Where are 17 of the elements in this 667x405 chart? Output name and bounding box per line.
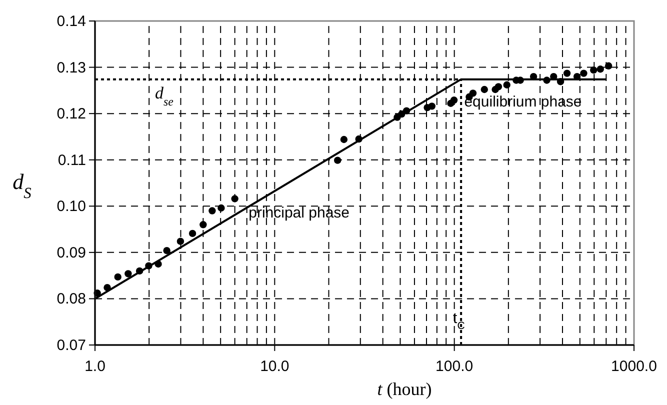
x-tick-label: 10.0 (260, 358, 290, 375)
y-axis-title: d$_{S}$ (12, 169, 32, 202)
x-tick-label: 1.0 (84, 358, 106, 375)
y-tick-label: 0.09 (56, 244, 86, 262)
ref-line-label: d$_{se}$ (155, 83, 174, 108)
x-tick-label: 1000.0 (611, 358, 657, 375)
annotation: equilibrium phase (464, 94, 582, 111)
y-tick-label: 0.07 (56, 337, 86, 354)
y-tick-label: 0.08 (56, 290, 86, 308)
y-tick-label: 0.14 (56, 13, 86, 30)
y-tick-label: 0.12 (56, 106, 86, 123)
x-tick-label: 100.0 (436, 358, 474, 375)
y-tick-label: 0.11 (58, 152, 86, 169)
annotation: principal phase (248, 204, 350, 222)
y-tick-label: 0.13 (56, 59, 86, 76)
y-tick-label: 0.10 (56, 198, 86, 216)
x-axis-title: t (hour) (377, 379, 432, 399)
